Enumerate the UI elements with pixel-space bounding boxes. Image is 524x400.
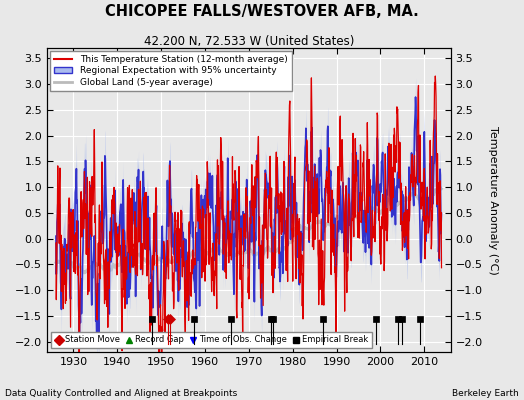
Title: 42.200 N, 72.533 W (United States): 42.200 N, 72.533 W (United States) [144, 35, 354, 48]
Text: Berkeley Earth: Berkeley Earth [452, 389, 519, 398]
Text: CHICOPEE FALLS/WESTOVER AFB, MA.: CHICOPEE FALLS/WESTOVER AFB, MA. [105, 4, 419, 19]
Y-axis label: Temperature Anomaly (°C): Temperature Anomaly (°C) [488, 126, 498, 274]
Legend: Station Move, Record Gap, Time of Obs. Change, Empirical Break: Station Move, Record Gap, Time of Obs. C… [51, 332, 372, 348]
Text: Data Quality Controlled and Aligned at Breakpoints: Data Quality Controlled and Aligned at B… [5, 389, 237, 398]
